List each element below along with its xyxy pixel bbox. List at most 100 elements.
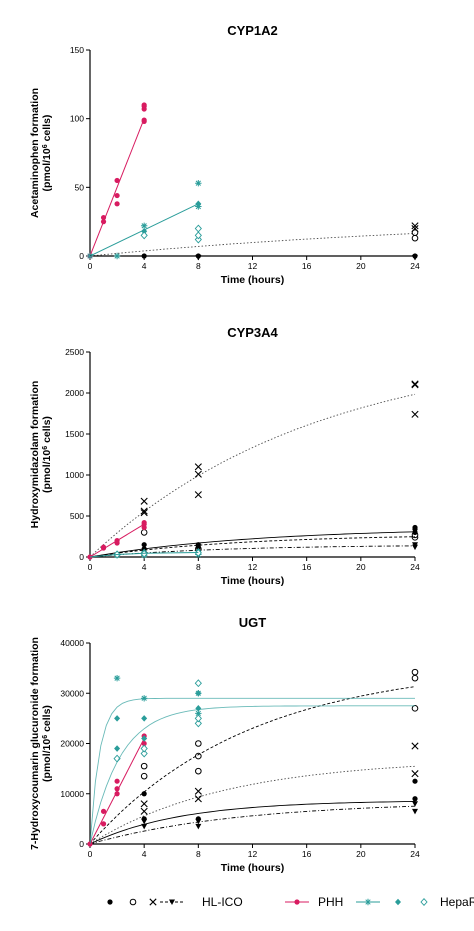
data-point [140,231,148,240]
fit-curve [90,686,416,844]
data-point [195,767,202,775]
series-phh-line [89,738,145,845]
series-hl-triangle-down [195,254,418,261]
data-point [113,252,121,260]
y-tick-label: 10000 [60,789,84,799]
data-point [141,715,148,722]
data-point [411,770,419,778]
fit-curve [90,765,416,844]
series-heparg-curve-solid [90,697,415,844]
series-heparg-line [89,551,199,558]
series-hl-x [140,742,419,815]
data-point [411,381,419,389]
y-axis-label-unit: (pmol/106 cells) [41,115,53,192]
fit-line [89,738,145,845]
data-point [140,749,148,758]
y-axis-label: 7-Hydroxycoumarin glucuronide formation [29,637,41,850]
x-tick-label: 24 [410,849,420,859]
data-point [114,745,121,752]
data-point [141,818,148,825]
y-tick-label: 1000 [65,470,84,480]
x-tick-label: 12 [248,261,258,271]
data-point [412,808,418,815]
x-axis-label: Time (hours) [221,575,284,587]
x-tick-label: 8 [196,849,201,859]
data-point [141,102,147,108]
series-phh-line [89,118,145,257]
series-hl-open-circle [411,229,419,242]
x-tick-label: 16 [302,261,312,271]
data-point [412,801,418,807]
data-point [140,800,148,808]
data-point [140,497,148,505]
data-point [195,823,202,830]
data-point [411,742,419,750]
data-point [113,674,121,682]
x-tick-label: 8 [196,562,201,572]
data-point [114,715,121,722]
legend-marker [129,898,137,906]
data-point [140,762,148,770]
series-hl-open-circle [140,668,419,780]
x-tick-label: 4 [142,261,147,271]
chart-title: CYP3A4 [227,325,278,340]
x-tick-label: 12 [248,562,258,572]
fit-curve [90,545,416,557]
series-heparg-open-diamond [113,679,202,763]
data-point [411,674,419,682]
series-phh-filled-circle [87,102,147,259]
series-hl-curve-dashdot [90,545,416,557]
y-tick-label: 150 [70,45,84,55]
fit-curve [90,697,415,844]
data-point [114,778,120,784]
data-point [411,234,419,242]
data-point [141,542,147,548]
data-point [195,752,202,760]
data-point [140,509,148,517]
data-point [411,705,419,712]
data-point [141,519,147,526]
legend-marker [149,898,157,906]
data-point [114,791,120,797]
series-heparg-line [89,203,199,257]
fit-curve [90,233,416,256]
series-heparg-star [113,674,202,717]
data-point [140,695,148,702]
data-point [411,380,419,388]
x-axis-label: Time (hours) [221,274,284,286]
data-point [195,200,202,208]
data-point [141,740,147,747]
data-point [195,710,202,717]
data-point [195,818,202,825]
data-point [412,796,418,802]
y-tick-label: 0 [79,552,84,562]
data-point [140,529,148,536]
series-hl-curve-dashed [90,536,416,557]
legend-marker [169,899,175,905]
chart-panel-3: UGT 0 10000 20000 30000 40000 0 4 8 12 16 20 24 Time … [29,615,420,874]
data-point [412,254,418,261]
fit-line [89,523,145,558]
data-point [140,744,148,753]
data-point [141,791,147,797]
chart-title: UGT [239,615,267,630]
data-point [141,735,148,742]
legend-label: HepaRG [440,895,474,909]
y-tick-label: 2000 [65,388,84,398]
data-point [194,231,202,240]
data-point [194,795,202,803]
data-point [194,679,202,688]
data-point [412,542,418,548]
x-tick-label: 20 [356,562,366,572]
data-point [141,117,147,123]
y-axis-label: Acetaminophen formation [29,88,41,218]
fit-curve [90,536,416,557]
fit-curve [90,705,415,844]
data-point [411,668,419,676]
y-tick-label: 1500 [65,429,84,439]
data-point [195,254,202,261]
series-hl-filled-circle [141,524,418,555]
x-tick-label: 24 [410,562,420,572]
y-tick-label: 50 [75,182,85,192]
